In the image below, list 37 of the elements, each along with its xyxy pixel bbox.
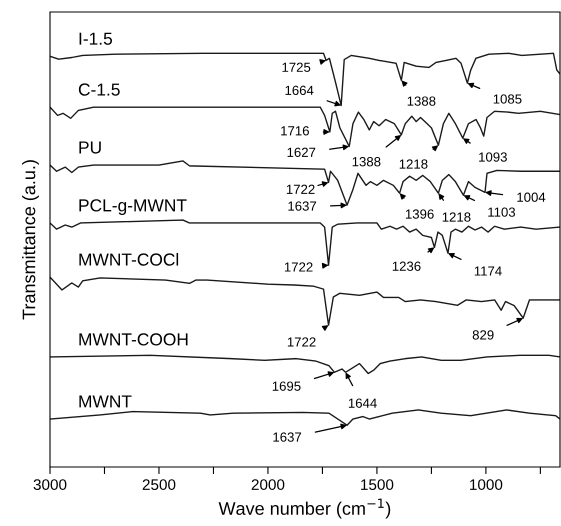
annotation: 1396 [406, 209, 434, 219]
series-label: C-1.5 [78, 83, 120, 96]
annotation: 829 [472, 330, 494, 340]
series-label: I-1.5 [80, 32, 112, 45]
x-tick-label: 3000 [34, 479, 66, 490]
series-label: MWNT-COCl [79, 252, 178, 266]
annotation: 1637 [288, 201, 316, 211]
annotation: 1725 [282, 62, 310, 72]
annotation: 1174 [474, 266, 502, 276]
annotation: 1085 [494, 94, 522, 104]
annotation: 1388 [352, 157, 380, 166]
series-label: PCL-g-MWNT [79, 199, 187, 215]
x-tick-label: 2000 [252, 479, 284, 490]
series-label: MWNT-COOH [79, 333, 188, 346]
annotation: 1664 [286, 86, 314, 96]
x-axis-title: Wave number (cm$^{−1}$) [218, 498, 390, 518]
x-tick-label: 1500 [361, 479, 394, 490]
annotation: 1004 [517, 192, 546, 202]
annotation: 1722 [288, 337, 316, 347]
annotation: 1644 [348, 398, 377, 408]
annotation: 1218 [442, 212, 470, 222]
annotation: 1695 [272, 381, 301, 391]
annotation: 1722 [284, 262, 313, 272]
y-axis-title: Transmittance (a.u.) [22, 160, 39, 320]
annotation: 1218 [400, 159, 428, 169]
annotation: 1093 [479, 152, 507, 162]
x-tick-label: 2500 [142, 479, 176, 490]
x-tick-label: 1000 [470, 479, 502, 490]
annotation: 1236 [392, 262, 421, 271]
annotation: 1637 [273, 432, 302, 442]
annotation: 1103 [488, 207, 516, 217]
annotation: 1627 [288, 148, 316, 157]
annotation: 1722 [286, 184, 315, 194]
annotation: 1716 [281, 126, 309, 136]
annotation: 1388 [408, 96, 436, 106]
series-label: MWNT [79, 395, 132, 408]
series-label: PU [79, 142, 101, 154]
